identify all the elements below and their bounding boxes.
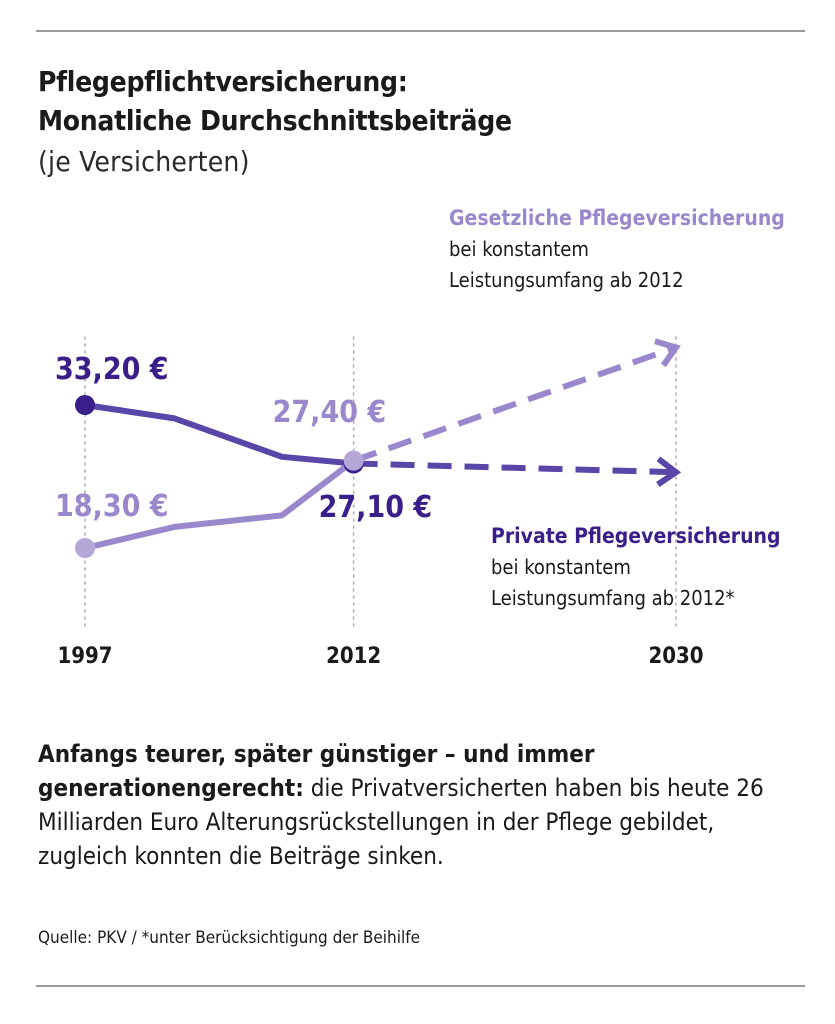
private-point-1997 [75, 395, 95, 415]
source-note: Quelle: PKV / *unter Berücksichtigung de… [38, 928, 421, 948]
bottom-rule [36, 985, 805, 987]
top-rule [36, 30, 805, 32]
statutory-series-note-line1: bei konstantem [449, 237, 589, 261]
title-line-2: Monatliche Durchschnittsbeiträge [38, 104, 512, 137]
statutory-point-2012 [343, 450, 364, 471]
statutory-point-1997 [75, 538, 95, 558]
private-series-note-line2: Leistungsumfang ab 2012* [491, 586, 735, 610]
statutory-series-line [84, 458, 356, 551]
private-value-label-2012: 27,10 € [319, 490, 433, 525]
description-bold: Anfangs teurer, später günstiger – und i… [38, 740, 595, 802]
statutory-value-label-1997: 18,30 € [55, 489, 169, 524]
statutory-projection-line [352, 344, 677, 464]
private-series-name: Private Pflegeversicherung [491, 524, 781, 548]
statutory-series-note-line2: Leistungsumfang ab 2012 [449, 268, 684, 292]
description-text: die Privatversicherten haben bis heute 2… [38, 774, 764, 870]
x-tick-label-1997: 1997 [57, 644, 112, 669]
title-line-1: Pflegepflichtversicherung: [38, 65, 408, 98]
statutory-projection-arrow [654, 338, 681, 368]
statutory-value-label-2012: 27,40 € [273, 395, 387, 430]
private-projection-line [353, 460, 677, 476]
x-tick-label-2030: 2030 [648, 644, 703, 669]
description-paragraph: Anfangs teurer, später günstiger – und i… [38, 737, 808, 873]
private-projection-arrow [656, 456, 682, 487]
private-value-label-1997: 33,20 € [55, 352, 169, 387]
chart-title: Pflegepflichtversicherung: Monatliche Du… [38, 62, 512, 140]
x-tick-label-2012: 2012 [326, 644, 381, 669]
chart-subtitle: (je Versicherten) [38, 145, 250, 178]
line-chart: 1997 2012 2030 33,20 € 27,10 € 18,30 € 27,40 €… [55, 206, 785, 669]
private-series-note-line1: bei konstantem [491, 555, 631, 579]
private-series-line [84, 402, 354, 467]
statutory-series-name: Gesetzliche Pflegeversicherung [449, 206, 785, 230]
